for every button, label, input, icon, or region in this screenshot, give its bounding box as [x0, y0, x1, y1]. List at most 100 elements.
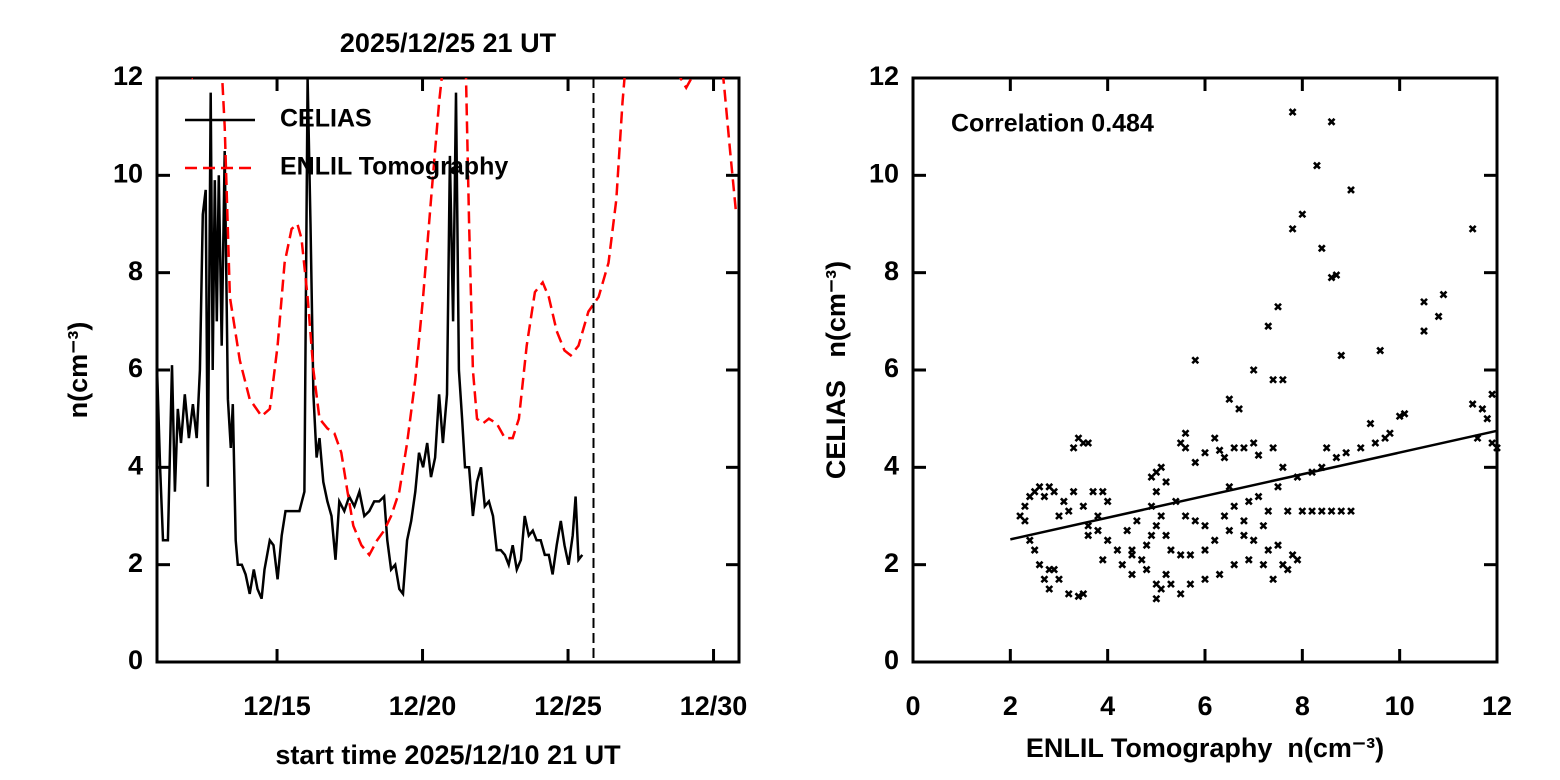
- y-tick-label: 0: [884, 645, 899, 675]
- scatter-point: [1381, 434, 1389, 443]
- scatter-point: [1327, 273, 1336, 282]
- scatter-point: [1025, 536, 1034, 545]
- scatter-point: [1152, 521, 1161, 530]
- scatter-point: [1249, 536, 1258, 545]
- y-tick-label: 2: [884, 548, 899, 578]
- scatter-point: [1264, 546, 1273, 554]
- scatter-point: [1045, 585, 1054, 593]
- scatter-point: [1176, 589, 1185, 598]
- scatter-point: [1254, 451, 1263, 460]
- scatter-point: [1201, 448, 1209, 457]
- scatter-point: [1420, 327, 1428, 335]
- scatter-point: [1240, 531, 1248, 540]
- scatter-point: [1074, 592, 1083, 601]
- scatter-point: [1064, 589, 1073, 598]
- scatter-point: [1371, 439, 1380, 447]
- scatter-point: [1128, 546, 1136, 554]
- scatter-point: [1254, 492, 1263, 501]
- y-tick-label: 10: [869, 158, 899, 188]
- scatter-point: [1400, 409, 1409, 418]
- scatter-point: [1259, 560, 1268, 569]
- x-tick-label: 10: [1385, 691, 1415, 721]
- series-line: [157, 78, 584, 600]
- scatter-point: [1468, 400, 1477, 408]
- y-tick-label: 12: [113, 61, 143, 91]
- scatter-point: [1240, 443, 1248, 452]
- scatter-point: [1084, 521, 1093, 530]
- scatter-point: [1274, 302, 1282, 311]
- scatter-point: [1342, 448, 1351, 457]
- scatter-point: [1376, 346, 1385, 355]
- scatter-point: [1332, 453, 1341, 462]
- scatter-point: [1103, 536, 1112, 545]
- scatter-point: [1298, 507, 1307, 516]
- scatter-point: [1230, 443, 1239, 452]
- scatter-point: [1035, 482, 1044, 491]
- scatter-point: [1016, 512, 1024, 520]
- scatter-point: [1220, 453, 1229, 462]
- scatter-point: [1162, 570, 1170, 579]
- y-tick-label: 12: [869, 61, 899, 91]
- scatter-point: [1181, 512, 1190, 520]
- scatter-point: [1235, 405, 1243, 413]
- x-tick-label: 12/25: [534, 691, 602, 721]
- scatter-point: [1055, 512, 1063, 520]
- scatter-point: [1113, 546, 1122, 554]
- scatter-point: [1152, 594, 1161, 603]
- scatter-point: [1483, 414, 1492, 423]
- scatter-point: [1308, 507, 1316, 516]
- fit-line: [1010, 429, 1498, 541]
- scatter-point: [1055, 575, 1063, 584]
- scatter-point: [1230, 502, 1239, 511]
- scatter-point: [1337, 351, 1346, 360]
- scatter-point: [1098, 487, 1107, 496]
- scatter-point: [1220, 512, 1229, 520]
- scatter-point: [1079, 589, 1088, 598]
- scatter-point: [1021, 502, 1029, 511]
- scatter-point: [1269, 375, 1278, 384]
- plot-frame: [155, 76, 741, 664]
- x-tick-label: 6: [1197, 691, 1212, 721]
- y-tick-label: 6: [128, 353, 143, 383]
- y-tick-label: 0: [128, 645, 143, 675]
- scatter-point: [1040, 575, 1049, 584]
- y-axis-label: n(cm⁻³): [63, 322, 93, 419]
- scatter-point: [1434, 312, 1443, 321]
- scatter-point: [1176, 551, 1185, 559]
- scatter-point: [1201, 575, 1209, 584]
- scatter-point: [1142, 541, 1151, 550]
- plot-frame: [911, 76, 1499, 664]
- x-tick-label: 12: [1482, 691, 1512, 721]
- scatter-point: [1278, 375, 1287, 384]
- y-tick-label: 4: [128, 450, 143, 480]
- scatter-point: [1327, 507, 1336, 516]
- scatter-point: [1181, 443, 1190, 452]
- scatter-point: [1123, 526, 1132, 535]
- x-tick-label: 2: [1003, 691, 1018, 721]
- scatter-point: [1103, 497, 1112, 506]
- plot-area: [157, 78, 738, 600]
- scatter-point: [1293, 555, 1302, 564]
- scatter-point: [1259, 521, 1268, 530]
- scatter-point: [1035, 560, 1044, 569]
- scatter-point: [1186, 551, 1195, 559]
- scatter-point: [1356, 443, 1365, 452]
- scatter-point: [1191, 458, 1200, 467]
- scatter-point: [1118, 560, 1127, 569]
- scatter-point: [1215, 570, 1224, 579]
- scatter-point: [1317, 507, 1326, 516]
- y-axis-label: CELIAS n(cm⁻³): [821, 261, 851, 479]
- y-tick-label: 8: [128, 256, 143, 286]
- scatter-point: [1084, 439, 1093, 447]
- scatter-point: [1157, 463, 1166, 472]
- scatter-point: [1283, 507, 1292, 516]
- scatter-point: [1167, 546, 1175, 554]
- y-tick-label: 2: [128, 548, 143, 578]
- scatter-point: [1050, 487, 1059, 496]
- scatter-point: [1089, 487, 1097, 496]
- y-tick-label: 8: [884, 256, 899, 286]
- scatter-point: [1395, 412, 1404, 421]
- scatter-point: [1225, 526, 1234, 535]
- scatter-point: [1079, 502, 1088, 511]
